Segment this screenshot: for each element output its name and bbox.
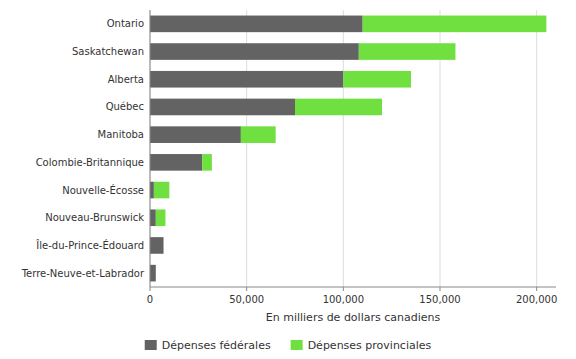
bar (150, 209, 156, 226)
bar (150, 99, 295, 116)
legend-item: Dépenses provinciales (291, 339, 432, 352)
bar (150, 265, 156, 282)
tick-mark (440, 287, 441, 291)
tick-mark (150, 287, 151, 291)
tick-mark (536, 287, 537, 291)
tick-mark (246, 287, 247, 291)
bar (154, 182, 169, 199)
grid (150, 10, 537, 287)
grid-line (536, 10, 537, 287)
category-label: Ontario (107, 18, 144, 29)
bar (359, 43, 456, 60)
legend-label: Dépenses provinciales (308, 339, 432, 352)
bar (150, 43, 359, 60)
bar (150, 237, 164, 254)
bar (150, 154, 202, 171)
bar (202, 154, 212, 171)
category-label: Nouvelle-Écosse (62, 184, 144, 196)
y-axis-line (150, 10, 151, 287)
bar (150, 126, 241, 143)
legend-label: Dépenses fédérales (162, 339, 271, 352)
tick-label: 150,000 (419, 294, 460, 305)
x-axis-line (150, 287, 556, 288)
bar (150, 71, 343, 88)
chart: 0 50,000 100,000 150,000 200,000 Ontario Saska… (0, 0, 576, 359)
bar (241, 126, 276, 143)
bars (150, 16, 546, 282)
tick-label: 50,000 (229, 294, 264, 305)
bar (155, 265, 156, 282)
y-axis: Ontario Saskatchewan Alberta Québec Manitoba… (21, 18, 145, 278)
tick-mark (343, 287, 344, 291)
x-axis: 0 50,000 100,000 150,000 200,000 (147, 287, 558, 305)
legend-swatch (291, 340, 303, 350)
bar (163, 237, 164, 254)
x-axis-label: En milliers de dollars canadiens (266, 311, 441, 324)
tick-label: 0 (147, 294, 153, 305)
category-label: Saskatchewan (72, 46, 144, 57)
bar (363, 16, 547, 33)
category-label: Île-du-Prince-Édouard (35, 239, 144, 251)
bar (150, 16, 363, 33)
category-label: Nouveau-Brunswick (45, 212, 144, 223)
tick-label: 200,000 (516, 294, 557, 305)
bar (343, 71, 411, 88)
category-label: Colombie-Britannique (36, 157, 144, 168)
category-label: Québec (106, 101, 144, 112)
category-label: Manitoba (98, 129, 144, 140)
legend: Dépenses fédérales Dépenses provinciales (145, 339, 432, 352)
category-label: Terre-Neuve-et-Labrador (21, 268, 145, 279)
category-label: Alberta (108, 74, 144, 85)
grid-line (150, 10, 151, 287)
bar (156, 209, 166, 226)
bar (150, 182, 154, 199)
tick-label: 100,000 (323, 294, 364, 305)
legend-swatch (145, 340, 157, 350)
bar (295, 99, 382, 116)
legend-item: Dépenses fédérales (145, 339, 271, 352)
